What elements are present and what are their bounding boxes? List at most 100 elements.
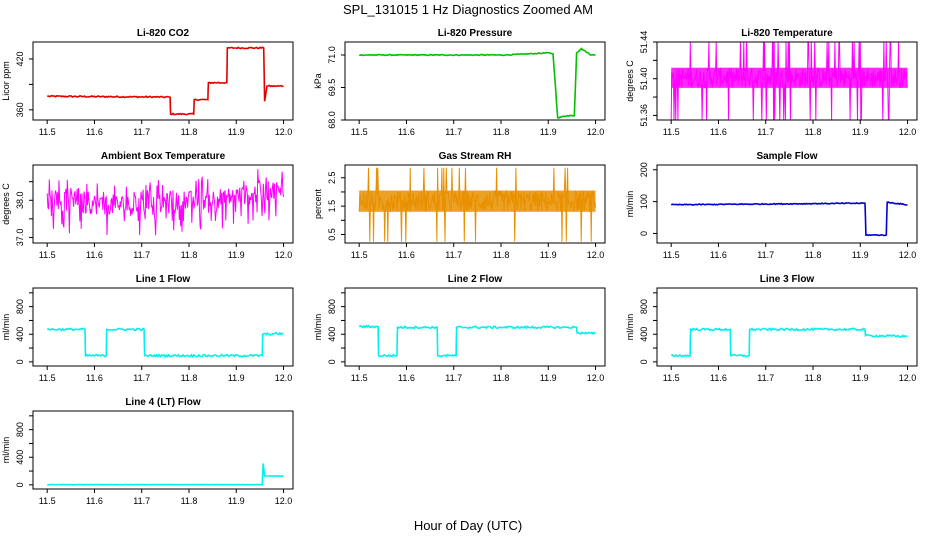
y-tick-label: 800	[15, 422, 25, 437]
x-tick-label: 11.5	[351, 250, 368, 260]
series-line	[359, 47, 596, 119]
y-tick-label: 400	[639, 327, 649, 342]
x-tick-label: 11.8	[805, 373, 822, 383]
plot-area	[47, 46, 284, 116]
plot-frame	[344, 41, 606, 121]
x-tick-label: 11.7	[445, 373, 462, 383]
y-tick-label: 51.36	[639, 104, 649, 127]
x-tick-label: 11.9	[540, 250, 557, 260]
panel-2: Li-820 Pressure 11.5 11.6 11.7 11.8 11.9 12.0 6…	[313, 28, 606, 137]
panel-title: Line 4 (LT) Flow	[125, 397, 201, 408]
plot-frame	[656, 41, 918, 121]
y-axis-label: percent	[313, 188, 323, 219]
panel-title: Line 2 Flow	[448, 274, 503, 285]
x-tick-label: 11.7	[445, 127, 462, 137]
x-tick-label: 11.7	[133, 250, 150, 260]
x-tick-label: 11.6	[710, 373, 727, 383]
y-tick-label: 38.0	[15, 192, 25, 210]
plot-frame	[656, 287, 918, 367]
plot-area	[670, 201, 908, 237]
panel-8: Line 2 Flow 11.5 11.6 11.7 11.8 11.9 12.0 0 400 8…	[313, 274, 606, 383]
x-tick-label: 11.6	[398, 127, 415, 137]
x-tick-label: 11.9	[852, 373, 869, 383]
series-line	[358, 324, 597, 358]
x-tick-label: 11.6	[86, 250, 103, 260]
y-tick-label: 68.0	[327, 111, 337, 129]
x-tick-label: 11.8	[181, 373, 198, 383]
plot-area	[46, 169, 284, 236]
x-tick-label: 11.8	[805, 127, 822, 137]
panel-6: Sample Flow 11.5 11.6 11.7 11.8 11.9 12.0 0 100 2…	[625, 151, 918, 260]
x-tick-label: 11.5	[351, 373, 368, 383]
y-axis-label: degrees C	[1, 183, 11, 225]
y-tick-label: 200	[639, 162, 649, 177]
x-tick-label: 11.9	[228, 373, 245, 383]
plot-frame	[32, 287, 294, 367]
y-tick-label: 0	[15, 482, 25, 487]
x-tick-label: 11.7	[757, 127, 774, 137]
x-tick-label: 12.0	[587, 250, 605, 260]
x-tick-label: 11.6	[86, 373, 103, 383]
panel-title: Li-820 Pressure	[438, 28, 513, 39]
plot-area	[359, 47, 596, 119]
series-line	[47, 46, 284, 116]
x-tick-label: 11.9	[228, 250, 245, 260]
panel-9: Line 3 Flow 11.5 11.6 11.7 11.8 11.9 12.0 0 400 8…	[625, 274, 918, 383]
panel-title: Sample Flow	[756, 151, 817, 162]
y-tick-label: 37.0	[15, 229, 25, 247]
y-tick-label: 800	[15, 299, 25, 314]
series-line	[46, 327, 284, 359]
panel-10: Line 4 (LT) Flow 11.5 11.6 11.7 11.8 11.9 12.0…	[1, 397, 294, 506]
x-tick-label: 11.8	[181, 250, 198, 260]
y-tick-label: 800	[639, 299, 649, 314]
plot-area	[358, 167, 596, 242]
x-tick-label: 11.5	[663, 127, 680, 137]
x-tick-label: 11.9	[540, 127, 557, 137]
y-tick-label: 800	[327, 299, 337, 314]
x-tick-label: 11.5	[39, 127, 56, 137]
y-axis-label: ml/min	[313, 314, 323, 341]
x-tick-label: 12.0	[587, 127, 605, 137]
x-tick-label: 11.8	[181, 496, 198, 506]
x-tick-label: 11.8	[805, 250, 822, 260]
x-tick-label: 11.7	[133, 496, 150, 506]
plot-frame	[344, 164, 606, 244]
panel-1: Li-820 CO2 11.5 11.6 11.7 11.8 11.9 12.0 360 420…	[1, 28, 294, 137]
x-tick-label: 11.7	[133, 373, 150, 383]
y-tick-label: 0	[639, 359, 649, 364]
panel-title: Gas Stream RH	[439, 151, 512, 162]
x-tick-label: 11.8	[493, 373, 510, 383]
plot-frame	[32, 410, 294, 490]
x-tick-label: 11.8	[181, 127, 198, 137]
y-tick-label: 51.40	[639, 67, 649, 90]
x-tick-label: 11.6	[86, 127, 103, 137]
y-axis-label: ml/min	[625, 191, 635, 218]
y-tick-label: 100	[639, 194, 649, 209]
y-tick-label: 360	[15, 102, 25, 117]
panel-title: Li-820 CO2	[137, 28, 190, 39]
y-axis-label: degrees C	[625, 60, 635, 102]
x-tick-label: 11.7	[757, 373, 774, 383]
y-tick-label: 400	[15, 450, 25, 465]
x-tick-label: 11.6	[710, 127, 727, 137]
x-tick-label: 12.0	[587, 373, 605, 383]
x-tick-label: 11.6	[398, 373, 415, 383]
plot-area	[358, 324, 597, 358]
panel-4: Ambient Box Temperature 11.5 11.6 11.7 11.8 1…	[1, 151, 294, 260]
x-tick-label: 12.0	[275, 496, 293, 506]
y-tick-label: 400	[327, 327, 337, 342]
y-tick-label: 69.5	[327, 79, 337, 97]
x-tick-label: 11.9	[540, 373, 557, 383]
x-tick-label: 11.7	[133, 127, 150, 137]
plot-frame	[344, 287, 606, 367]
y-axis-label: Licor ppm	[1, 61, 11, 101]
plot-area	[47, 463, 284, 486]
y-tick-label: 51.44	[639, 31, 649, 54]
plot-frame	[656, 164, 918, 244]
y-axis-label: ml/min	[625, 314, 635, 341]
x-tick-label: 11.5	[39, 250, 56, 260]
x-tick-label: 11.6	[86, 496, 103, 506]
x-tick-label: 12.0	[899, 250, 917, 260]
x-tick-label: 12.0	[275, 373, 293, 383]
